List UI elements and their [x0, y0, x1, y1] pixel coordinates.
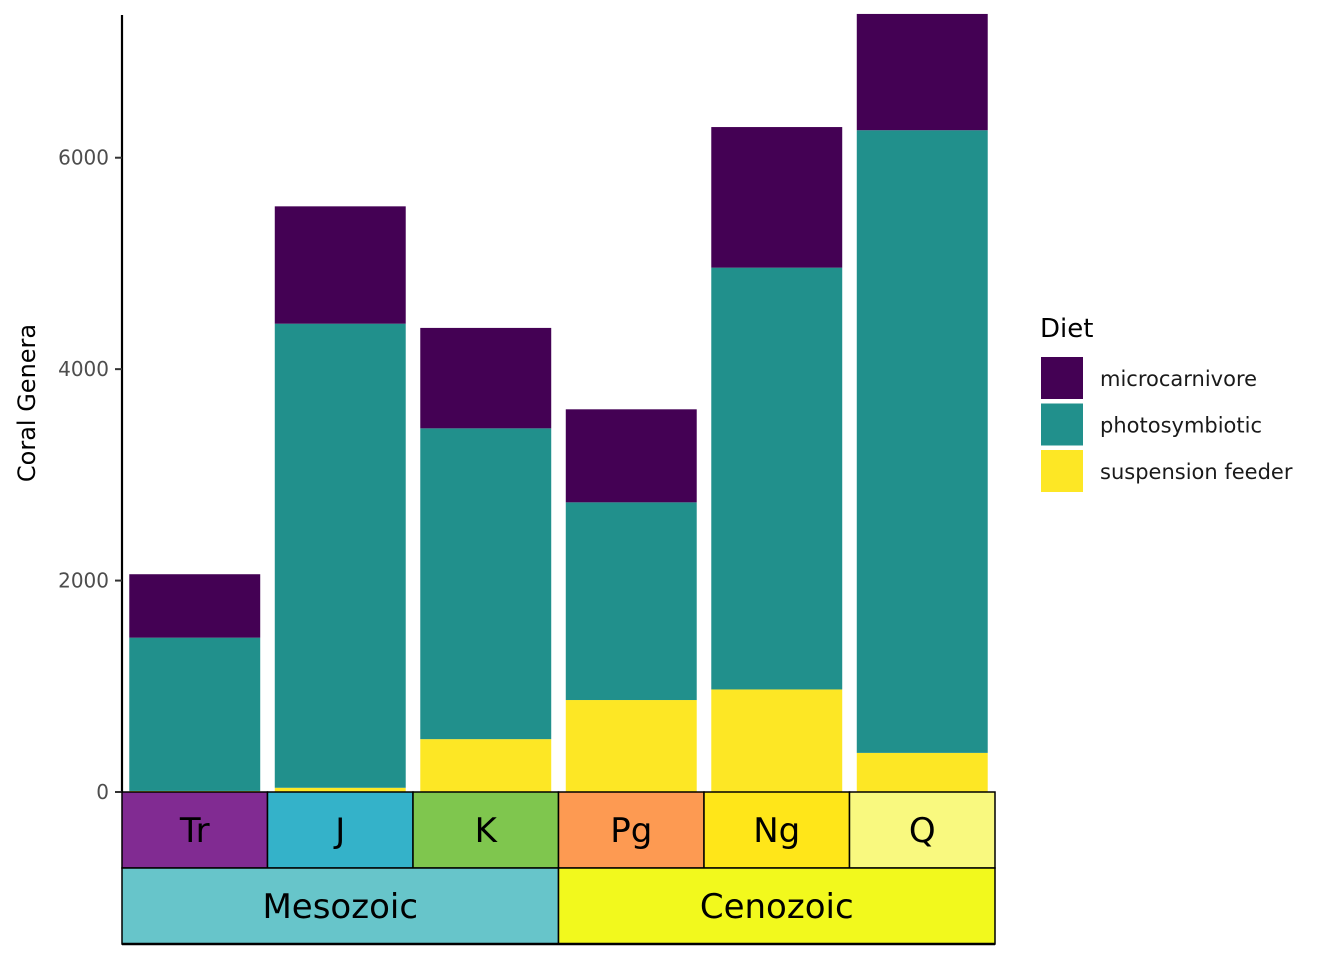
- period-label: Tr: [179, 811, 210, 851]
- bar-layer: [129, 13, 988, 792]
- bar-Ng-suspension-feeder: [711, 689, 843, 792]
- era-label: Cenozoic: [700, 887, 854, 927]
- era-label: Mesozoic: [262, 887, 418, 927]
- y-tick-label: 4000: [58, 357, 109, 381]
- legend-label: photosymbiotic: [1100, 414, 1262, 438]
- period-label: Ng: [753, 811, 800, 851]
- bar-K-photosymbiotic: [420, 428, 552, 740]
- period-label: J: [333, 811, 345, 851]
- legend-swatch-photosymbiotic: [1041, 403, 1083, 446]
- bar-Pg-suspension-feeder: [565, 700, 697, 792]
- bar-Ng-microcarnivore: [711, 127, 843, 268]
- period-box-Tr: [121, 791, 269, 869]
- period-box-Ng: [703, 791, 851, 869]
- bar-K-microcarnivore: [420, 327, 552, 429]
- bar-J-suspension-feeder: [274, 787, 406, 792]
- legend-title: Diet: [1040, 314, 1093, 344]
- era-box-Mesozoic: [121, 867, 560, 945]
- bar-J-photosymbiotic: [274, 323, 406, 788]
- period-box-K: [412, 791, 560, 869]
- bar-Pg-microcarnivore: [565, 409, 697, 503]
- legend-swatch-microcarnivore: [1041, 357, 1083, 399]
- period-label: K: [475, 811, 499, 851]
- bar-Tr-microcarnivore: [129, 574, 261, 638]
- legend: Diet microcarnivore photosymbiotic suspensi…: [1040, 314, 1293, 492]
- bar-Pg-photosymbiotic: [565, 502, 697, 701]
- y-axis: 0 2000 4000 6000: [58, 15, 124, 804]
- y-axis-title: Coral Genera: [13, 324, 41, 482]
- legend-label: suspension feeder: [1100, 460, 1293, 484]
- legend-label: microcarnivore: [1100, 367, 1257, 391]
- y-tick-label: 0: [96, 780, 109, 804]
- era-box-Cenozoic: [557, 867, 996, 945]
- period-label: Pg: [610, 811, 652, 851]
- geologic-timescale: Tr J K Pg Ng Q Mesozoic Cenozoic: [121, 791, 996, 946]
- bar-J-microcarnivore: [274, 206, 406, 324]
- bar-Q-suspension-feeder: [856, 752, 988, 792]
- period-box-Q: [848, 791, 996, 869]
- bar-Q-photosymbiotic: [856, 130, 988, 753]
- bar-Ng-photosymbiotic: [711, 267, 843, 690]
- bar-K-suspension-feeder: [420, 739, 552, 792]
- bar-Q-microcarnivore: [856, 13, 988, 131]
- period-label: Q: [909, 811, 936, 851]
- y-tick-label: 6000: [58, 146, 109, 170]
- legend-swatch-suspension-feeder: [1041, 450, 1083, 492]
- bar-Tr-photosymbiotic: [129, 637, 261, 791]
- y-tick-label: 2000: [58, 569, 109, 593]
